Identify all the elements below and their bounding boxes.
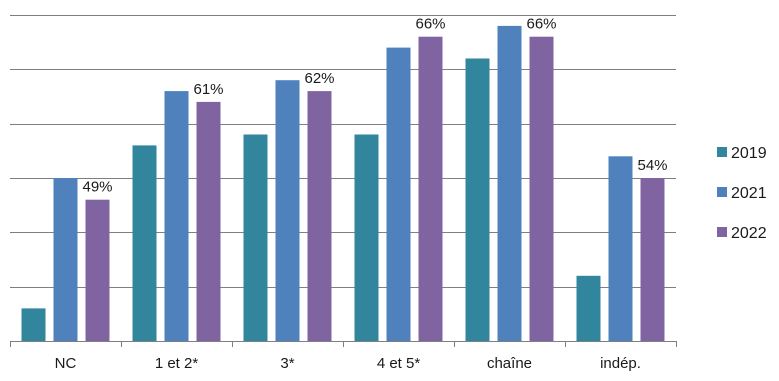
legend-label-2022: 2022 [731,225,767,242]
bar-2019-2 [243,134,268,341]
data-label-4: 66% [526,16,556,33]
bar-2021-5 [608,156,633,341]
bar-2021-1 [164,91,189,341]
bar-2021-0 [53,178,78,341]
bar-2019-4 [465,58,490,341]
data-labels: 49% 61% 62% 66% 66% 54% [82,16,667,196]
bar-2019-1 [132,145,157,341]
legend-swatch-2019 [717,147,727,157]
bar-2022-5 [640,178,665,341]
x-axis: NC 1 et 2* 3* 4 et 5* chaîne indép. [10,341,677,372]
legend: 2019 2021 2022 [717,145,767,242]
legend-label-2021: 2021 [731,185,767,202]
x-tick-label-3: 4 et 5* [377,355,421,372]
bar-2021-2 [275,80,300,341]
bar-2022-0 [85,199,110,341]
x-tick-label-0: NC [55,355,77,372]
data-label-0: 49% [82,179,112,196]
x-tick-label-5: indép. [600,355,641,372]
bar-2019-3 [354,134,379,341]
data-label-3: 66% [415,16,445,33]
x-tick-label-1: 1 et 2* [155,355,199,372]
data-label-1: 61% [193,81,223,98]
bar-2022-4 [529,36,554,341]
bar-2022-2 [307,91,332,341]
bar-2019-5 [576,275,601,341]
x-tick-label-4: chaîne [487,355,532,372]
legend-swatch-2022 [717,227,727,237]
bar-2019-0 [21,308,46,341]
bar-2021-4 [497,25,522,342]
bars [21,25,665,342]
data-label-5: 54% [637,157,667,174]
data-label-2: 62% [304,70,334,87]
bar-2022-1 [196,101,221,342]
bar-2021-3 [386,47,411,341]
gridlines [10,15,676,288]
bar-2022-3 [418,36,443,341]
x-tick-label-2: 3* [280,355,294,372]
legend-label-2019: 2019 [731,145,767,162]
legend-swatch-2021 [717,187,727,197]
